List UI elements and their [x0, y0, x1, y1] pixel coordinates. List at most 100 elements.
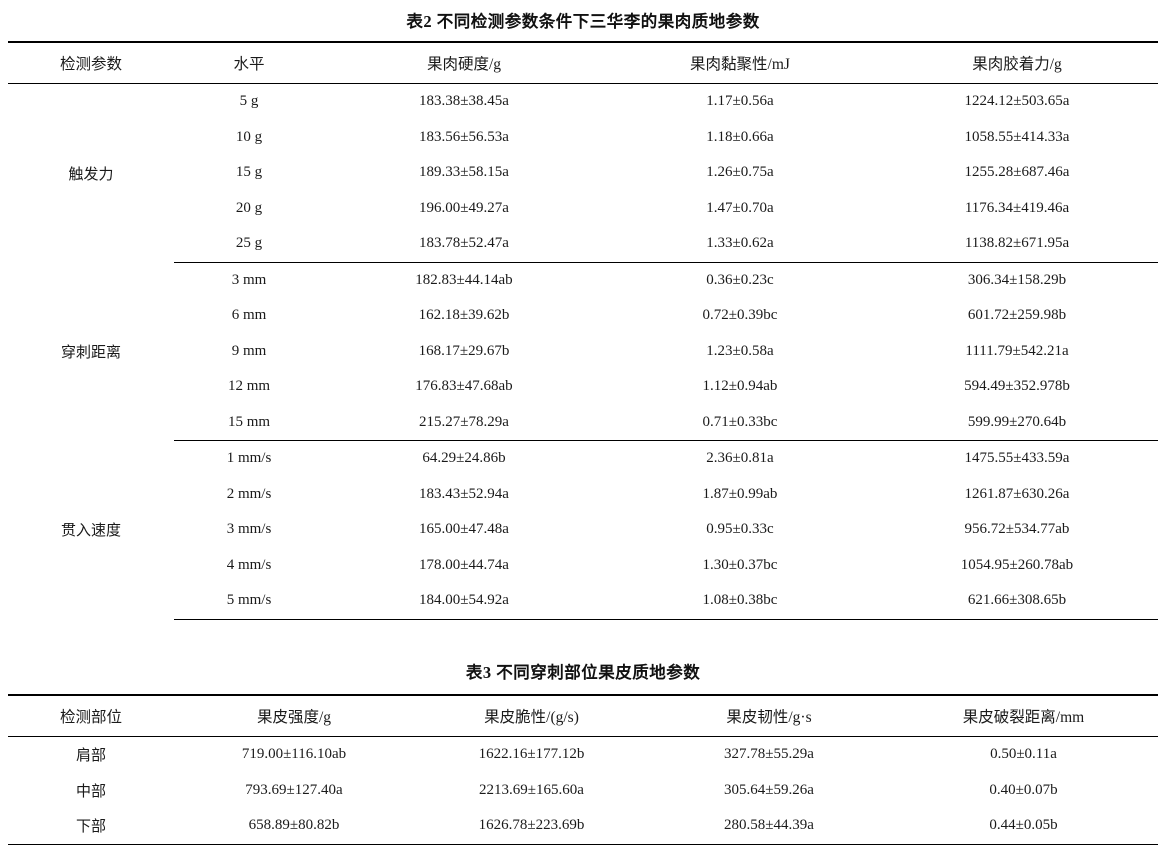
table2-cell-hardness: 183.56±56.53a — [419, 128, 509, 145]
table2-block: 表2 不同检测参数条件下三华李的果肉质地参数 检测参数 水平 果肉硬度/g 果肉… — [8, 8, 1158, 620]
table2-cell-cohesiveness: 0.71±0.33bc — [604, 404, 876, 441]
table2-cell-cohesiveness: 1.23±0.58a — [706, 342, 774, 359]
table2-cell-hardness: 183.78±52.47a — [324, 226, 604, 263]
table2-cell-level: 1 mm/s — [226, 450, 272, 467]
table2-cell-hardness: 189.33±58.15a — [419, 164, 509, 181]
table3-cell-crispness: 2213.69±165.60a — [479, 781, 584, 798]
table3-header-cell-4: 果皮韧性/g·s — [649, 694, 889, 737]
table3-caption: 表3 不同穿刺部位果皮质地参数 — [465, 663, 701, 682]
table2-cell-cohesiveness: 1.18±0.66a — [706, 128, 774, 145]
table-row: 5 mm/s 184.00±54.92a 1.08±0.38bc 621.66±… — [8, 583, 1158, 620]
table3-cell-toughness: 305.64±59.26a — [724, 781, 814, 798]
table2-cell-gumminess: 1054.95±260.78ab — [960, 556, 1074, 573]
table2-cell-gumminess: 306.34±158.29b — [967, 271, 1067, 288]
table2-cell-level: 15 g — [235, 164, 263, 181]
table2-cell-cohesiveness: 0.36±0.23c — [706, 271, 774, 288]
table3-head: 检测部位 果皮强度/g 果皮脆性/(g/s) 果皮韧性/g·s 果皮破裂距离/m… — [8, 694, 1158, 737]
table2-cell-level: 10 g — [235, 128, 263, 145]
table2-caption: 表2 不同检测参数条件下三华李的果肉质地参数 — [406, 12, 760, 31]
table-row: 贯入速度 1 mm/s 64.29±24.86b 2.36±0.81a 1475… — [8, 441, 1158, 539]
table2-cell-gumminess: 1475.55±433.59a — [964, 450, 1070, 467]
table2-header-cell-4: 果肉黏聚性/mJ — [604, 41, 876, 84]
table3-cell-toughness: 280.58±44.39a — [649, 808, 889, 845]
table2-cell-gumminess: 956.72±534.77ab — [964, 521, 1070, 538]
table2-cell-gumminess: 1255.28±687.46a — [964, 164, 1070, 181]
table2-cell-hardness: 182.83±44.14ab — [415, 271, 513, 288]
table-row: 中部 793.69±127.40a 2213.69±165.60a 305.64… — [8, 773, 1158, 809]
table2-cell-cohesiveness: 1.33±0.62a — [604, 226, 876, 263]
table2-cell-level: 3 mm — [231, 271, 267, 288]
table2-cell-cohesiveness: 1.87±0.99ab — [702, 485, 778, 502]
table2-cell-gumminess: 1058.55±414.33a — [964, 128, 1070, 145]
table2: 检测参数 水平 果肉硬度/g 果肉黏聚性/mJ 果肉胶着力/g 触发力 5 g … — [8, 41, 1158, 620]
table-row: 12 mm 176.83±47.68ab 1.12±0.94ab 594.49±… — [8, 369, 1158, 405]
table2-cell-level: 20 g — [235, 199, 263, 216]
table3-cell-rupture: 0.40±0.07b — [989, 781, 1058, 798]
table3-cell-site: 肩部 — [75, 748, 106, 765]
table2-cell-hardness: 162.18±39.62b — [418, 307, 510, 324]
table2-cell-gumminess: 599.99±270.64b — [876, 404, 1158, 441]
table3-header-cell-3: 果皮脆性/(g/s) — [414, 694, 649, 737]
table3-cell-strength: 793.69±127.40a — [245, 781, 343, 798]
table2-cell-cohesiveness: 1.08±0.38bc — [604, 583, 876, 620]
table2-cell-level: 15 mm — [174, 404, 324, 441]
table2-cell-level: 9 mm — [231, 342, 267, 359]
table2-head: 检测参数 水平 果肉硬度/g 果肉黏聚性/mJ 果肉胶着力/g — [8, 41, 1158, 84]
table2-cell-hardness: 64.29±24.86b — [422, 450, 506, 467]
table3-block: 表3 不同穿刺部位果皮质地参数 检测部位 果皮强度/g 果皮脆性/(g/s) 果… — [8, 659, 1158, 845]
table2-cell-hardness: 184.00±54.92a — [324, 583, 604, 620]
table2-cell-cohesiveness: 1.47±0.70a — [706, 199, 774, 216]
table-row: 15 mm 215.27±78.29a 0.71±0.33bc 599.99±2… — [8, 404, 1158, 441]
table2-cell-level: 12 mm — [227, 378, 271, 395]
table2-cell-gumminess: 1261.87±630.26a — [964, 485, 1070, 502]
table-row: 肩部 719.00±116.10ab 1622.16±177.12b 327.7… — [8, 737, 1158, 773]
table2-cell-cohesiveness: 0.72±0.39bc — [702, 307, 778, 324]
table2-cell-level: 5 mm/s — [174, 583, 324, 620]
table3-cell-strength: 719.00±116.10ab — [241, 746, 347, 763]
table-row: 2 mm/s 183.43±52.94a 1.87±0.99ab 1261.87… — [8, 477, 1158, 513]
table2-cell-cohesiveness: 0.95±0.33c — [706, 521, 774, 538]
table3-cell-rupture: 0.50±0.11a — [990, 746, 1057, 763]
table2-cell-level: 5 g — [239, 93, 259, 110]
table2-cell-gumminess: 601.72±259.98b — [967, 307, 1067, 324]
table-row: 15 g 189.33±58.15a 1.26±0.75a 1255.28±68… — [8, 155, 1158, 191]
table2-cell-hardness: 168.17±29.67b — [418, 342, 510, 359]
table3-cell-toughness: 327.78±55.29a — [724, 746, 814, 763]
table-row: 3 mm/s 165.00±47.48a 0.95±0.33c 956.72±5… — [8, 512, 1158, 548]
table2-cell-hardness: 215.27±78.29a — [324, 404, 604, 441]
table-row: 6 mm 162.18±39.62b 0.72±0.39bc 601.72±25… — [8, 298, 1158, 334]
table2-cell-hardness: 196.00±49.27a — [419, 199, 509, 216]
table2-cell-gumminess: 621.66±308.65b — [876, 583, 1158, 620]
table2-cell-gumminess: 594.49±352.978b — [964, 378, 1070, 395]
table2-cell-cohesiveness: 2.36±0.81a — [706, 450, 774, 467]
table2-cell-cohesiveness: 1.17±0.56a — [706, 93, 774, 110]
table3-header-cell-5: 果皮破裂距离/mm — [889, 694, 1158, 737]
table2-header-row: 检测参数 水平 果肉硬度/g 果肉黏聚性/mJ 果肉胶着力/g — [8, 41, 1158, 84]
table3-header-row: 检测部位 果皮强度/g 果皮脆性/(g/s) 果皮韧性/g·s 果皮破裂距离/m… — [8, 694, 1158, 737]
table2-cell-hardness: 176.83±47.68ab — [415, 378, 513, 395]
table3-cell-site: 中部 — [75, 783, 106, 800]
table3-header-cell-1: 检测部位 — [8, 694, 174, 737]
table2-header-cell-3: 果肉硬度/g — [324, 41, 604, 84]
table2-cell-gumminess: 1111.79±542.21a — [965, 342, 1069, 359]
table2-cell-level: 3 mm/s — [226, 521, 272, 538]
table2-group-label-3: 贯入速度 — [60, 523, 121, 540]
table2-cell-cohesiveness: 1.26±0.75a — [706, 164, 774, 181]
table2-cell-cohesiveness: 1.30±0.37bc — [702, 556, 778, 573]
table2-cell-level: 6 mm — [231, 307, 267, 324]
table-row: 下部 658.89±80.82b 1626.78±223.69b 280.58±… — [8, 808, 1158, 845]
table2-cell-level: 2 mm/s — [226, 485, 272, 502]
table3-body: 肩部 719.00±116.10ab 1622.16±177.12b 327.7… — [8, 737, 1158, 845]
table2-cell-gumminess: 1138.82±671.95a — [876, 226, 1158, 263]
table2-cell-gumminess: 1224.12±503.65a — [964, 93, 1070, 110]
table2-cell-hardness: 165.00±47.48a — [419, 521, 509, 538]
table-row: 穿刺距离 3 mm 182.83±44.14ab 0.36±0.23c 306.… — [8, 262, 1158, 361]
table2-cell-gumminess: 1176.34±419.46a — [964, 199, 1070, 216]
table3-cell-site: 下部 — [8, 808, 174, 845]
table2-body: 触发力 5 g 183.38±38.45a 1.17±0.56a 1224.12… — [8, 84, 1158, 620]
table-row: 20 g 196.00±49.27a 1.47±0.70a 1176.34±41… — [8, 191, 1158, 227]
table-row: 触发力 5 g 183.38±38.45a 1.17±0.56a 1224.12… — [8, 84, 1158, 182]
table-row: 10 g 183.56±56.53a 1.18±0.66a 1058.55±41… — [8, 120, 1158, 156]
table2-header-cell-5: 果肉胶着力/g — [876, 41, 1158, 84]
